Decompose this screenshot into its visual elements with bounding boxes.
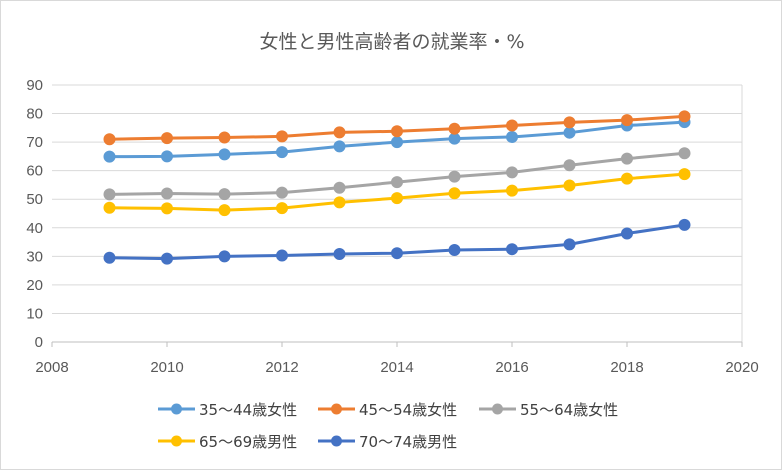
data-point [391, 247, 403, 260]
legend-swatch-marker [171, 403, 182, 415]
data-point [563, 116, 576, 129]
data-point [506, 184, 518, 197]
data-point [563, 159, 576, 172]
x-tick-label: 2008 [35, 359, 68, 376]
data-point [218, 131, 231, 144]
legend-item: 55～64歳女性 [479, 401, 618, 419]
data-point [621, 114, 633, 127]
legend-swatch-marker [171, 435, 182, 447]
data-point [333, 126, 346, 139]
series [103, 116, 691, 163]
data-point [448, 122, 461, 135]
x-tick-label: 2016 [495, 359, 528, 376]
data-point [276, 130, 288, 143]
data-point [103, 188, 116, 201]
legend-swatch-marker [331, 403, 342, 415]
data-point [218, 188, 231, 201]
data-point [563, 126, 576, 139]
data-point [161, 202, 173, 215]
data-point [161, 187, 173, 200]
x-tick-label: 2014 [380, 359, 413, 376]
series [103, 147, 691, 201]
axes: 0 10 20 30 40 50 60 70 80 90 2008 2010 2012 2014 2016 2… [26, 77, 758, 376]
data-point [218, 250, 231, 263]
legend-label: 55～64歳女性 [520, 401, 618, 419]
y-tick-label: 40 [26, 220, 43, 237]
legend-item: 45～54歳女性 [318, 401, 457, 419]
y-tick-label: 60 [26, 163, 43, 180]
y-tick-label: 50 [26, 191, 43, 208]
series [103, 218, 691, 265]
series-line [108, 151, 686, 196]
series [103, 110, 691, 146]
data-point [391, 136, 403, 149]
legend-label: 45～54歳女性 [359, 401, 457, 419]
data-point [448, 170, 461, 183]
data-point [391, 192, 403, 205]
data-point [103, 133, 116, 146]
legend-item: 70～74歳男性 [318, 433, 457, 451]
data-point [506, 119, 518, 132]
data-point [103, 150, 116, 163]
x-tick-label: 2020 [725, 359, 758, 376]
data-point [678, 168, 691, 181]
data-point [391, 125, 403, 138]
legend-label: 35～44歳女性 [199, 401, 297, 419]
data-point [161, 150, 173, 163]
data-point [563, 238, 576, 251]
data-point [448, 244, 461, 257]
x-tick-label: 2010 [150, 359, 183, 376]
series-group [103, 110, 691, 265]
data-point [621, 152, 633, 165]
y-tick-label: 30 [26, 248, 43, 265]
data-point [678, 218, 691, 231]
data-point [391, 176, 403, 189]
legend-swatch-marker [331, 435, 342, 447]
legend-label: 65～69歳男性 [199, 433, 297, 451]
data-point [276, 202, 288, 215]
legend-item: 65～69歳男性 [158, 433, 297, 451]
x-tick-label: 2018 [610, 359, 643, 376]
y-tick-label: 90 [26, 77, 43, 94]
legend-label: 70～74歳男性 [359, 433, 457, 451]
data-point [621, 227, 633, 240]
data-point [333, 248, 346, 261]
y-tick-label: 70 [26, 134, 43, 151]
data-point [333, 181, 346, 194]
x-tick-label: 2012 [265, 359, 298, 376]
data-point [506, 243, 518, 256]
data-point [621, 172, 633, 185]
legend: 35～44歳女性 45～54歳女性 55～64歳女性 65～69歳男性 70～74歳男性 [158, 401, 618, 451]
data-point [103, 201, 116, 214]
data-point [103, 251, 116, 264]
data-point [333, 196, 346, 209]
data-point [276, 186, 288, 199]
legend-swatch-marker [492, 403, 503, 415]
data-point [161, 132, 173, 145]
data-point [678, 147, 691, 160]
data-point [448, 187, 461, 200]
data-point [218, 148, 231, 161]
y-tick-label: 20 [26, 277, 43, 294]
y-tick-label: 80 [26, 106, 43, 123]
chart-title: 女性と男性高齢者の就業率・% [259, 31, 524, 53]
y-tick-label: 0 [35, 334, 43, 351]
data-point [161, 252, 173, 265]
data-point [506, 130, 518, 143]
y-tick-label: 10 [26, 305, 43, 322]
legend-item: 35～44歳女性 [158, 401, 297, 419]
data-point [276, 146, 288, 159]
data-point [218, 204, 231, 217]
data-point [276, 249, 288, 262]
data-point [448, 132, 461, 145]
data-point [563, 179, 576, 192]
data-point [506, 166, 518, 179]
data-point [333, 140, 346, 153]
data-point [678, 110, 691, 123]
series [103, 168, 691, 217]
